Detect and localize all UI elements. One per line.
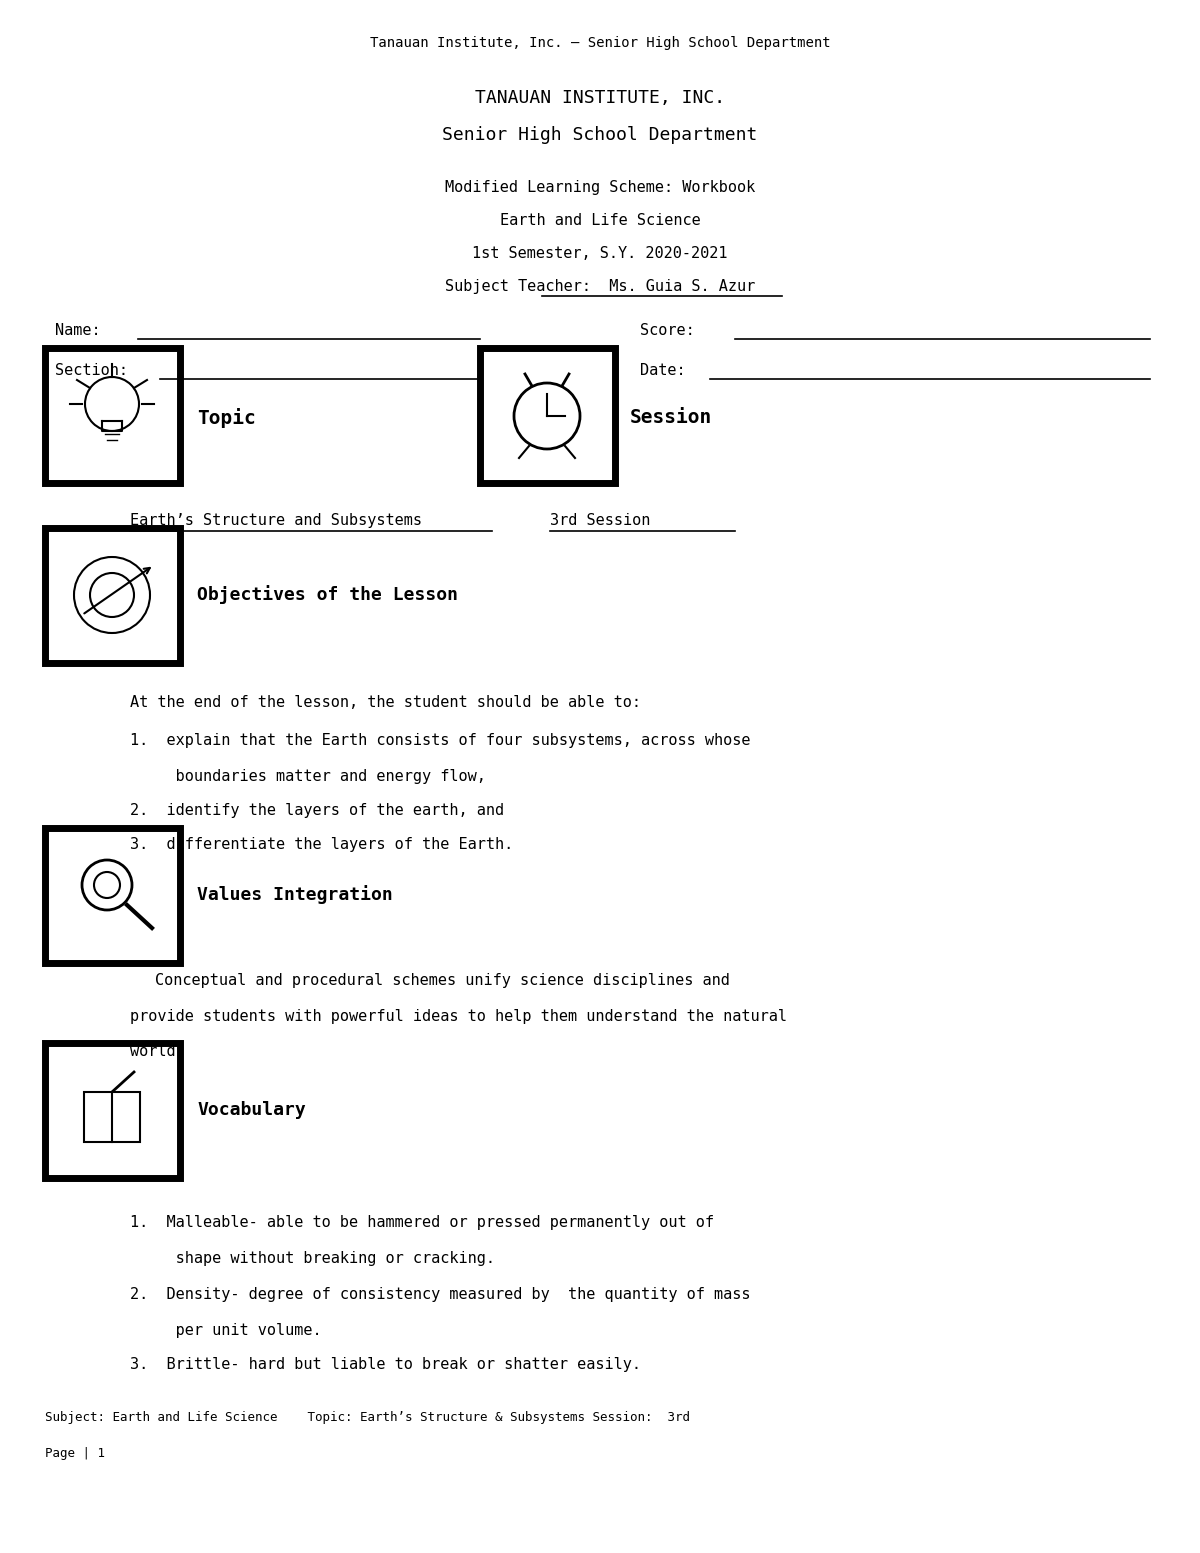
Bar — [84, 1092, 140, 1141]
Text: provide students with powerful ideas to help them understand the natural: provide students with powerful ideas to … — [130, 1009, 787, 1025]
Text: Section:: Section: — [55, 363, 128, 379]
Text: Earth and Life Science: Earth and Life Science — [499, 213, 701, 228]
Text: Objectives of the Lesson: Objectives of the Lesson — [197, 585, 458, 604]
Text: 1.  Malleable- able to be hammered or pressed permanently out of: 1. Malleable- able to be hammered or pre… — [130, 1216, 714, 1230]
Bar — [46, 828, 180, 963]
Text: Subject Teacher:  Ms. Guia S. Azur: Subject Teacher: Ms. Guia S. Azur — [445, 280, 755, 295]
Text: Modified Learning Scheme: Workbook: Modified Learning Scheme: Workbook — [445, 180, 755, 196]
Circle shape — [94, 871, 120, 898]
Text: 1st Semester, S.Y. 2020-2021: 1st Semester, S.Y. 2020-2021 — [473, 247, 727, 261]
Bar — [480, 348, 616, 483]
Text: Values Integration: Values Integration — [197, 885, 392, 904]
Text: TANAUAN INSTITUTE, INC.: TANAUAN INSTITUTE, INC. — [475, 89, 725, 107]
Text: Topic: Topic — [197, 408, 256, 429]
Text: Tanauan Institute, Inc. – Senior High School Department: Tanauan Institute, Inc. – Senior High Sc… — [370, 36, 830, 50]
Bar — [46, 348, 180, 483]
Text: boundaries matter and energy flow,: boundaries matter and energy flow, — [130, 769, 486, 784]
Text: Session: Session — [630, 408, 713, 427]
Text: Score:: Score: — [640, 323, 695, 339]
Text: Name:: Name: — [55, 323, 101, 339]
Circle shape — [90, 573, 134, 617]
Text: Conceptual and procedural schemes unify science disciplines and: Conceptual and procedural schemes unify … — [155, 974, 730, 989]
Text: world.: world. — [130, 1044, 185, 1059]
Text: At the end of the lesson, the student should be able to:: At the end of the lesson, the student sh… — [130, 696, 641, 711]
Text: Subject: Earth and Life Science    Topic: Earth’s Structure & Subsystems Session: Subject: Earth and Life Science Topic: E… — [46, 1412, 690, 1424]
Circle shape — [514, 384, 580, 449]
Text: 3.  Brittle- hard but liable to break or shatter easily.: 3. Brittle- hard but liable to break or … — [130, 1357, 641, 1373]
Text: 2.  Density- degree of consistency measured by  the quantity of mass: 2. Density- degree of consistency measur… — [130, 1287, 750, 1303]
Text: Senior High School Department: Senior High School Department — [443, 126, 757, 144]
Circle shape — [82, 860, 132, 910]
Text: Earth’s Structure and Subsystems: Earth’s Structure and Subsystems — [130, 514, 422, 528]
Circle shape — [85, 377, 139, 432]
Text: 2.  identify the layers of the earth, and: 2. identify the layers of the earth, and — [130, 803, 504, 818]
Text: Date:: Date: — [640, 363, 685, 379]
Text: per unit volume.: per unit volume. — [130, 1323, 322, 1339]
Text: shape without breaking or cracking.: shape without breaking or cracking. — [130, 1252, 496, 1267]
Text: Page | 1: Page | 1 — [46, 1446, 106, 1460]
Bar — [46, 1044, 180, 1179]
Text: 1.  explain that the Earth consists of four subsystems, across whose: 1. explain that the Earth consists of fo… — [130, 733, 750, 749]
Bar — [46, 528, 180, 663]
Text: 3rd Session: 3rd Session — [550, 514, 650, 528]
Text: Vocabulary: Vocabulary — [197, 1101, 306, 1120]
Circle shape — [74, 558, 150, 634]
Text: 3.  differentiate the layers of the Earth.: 3. differentiate the layers of the Earth… — [130, 837, 514, 853]
